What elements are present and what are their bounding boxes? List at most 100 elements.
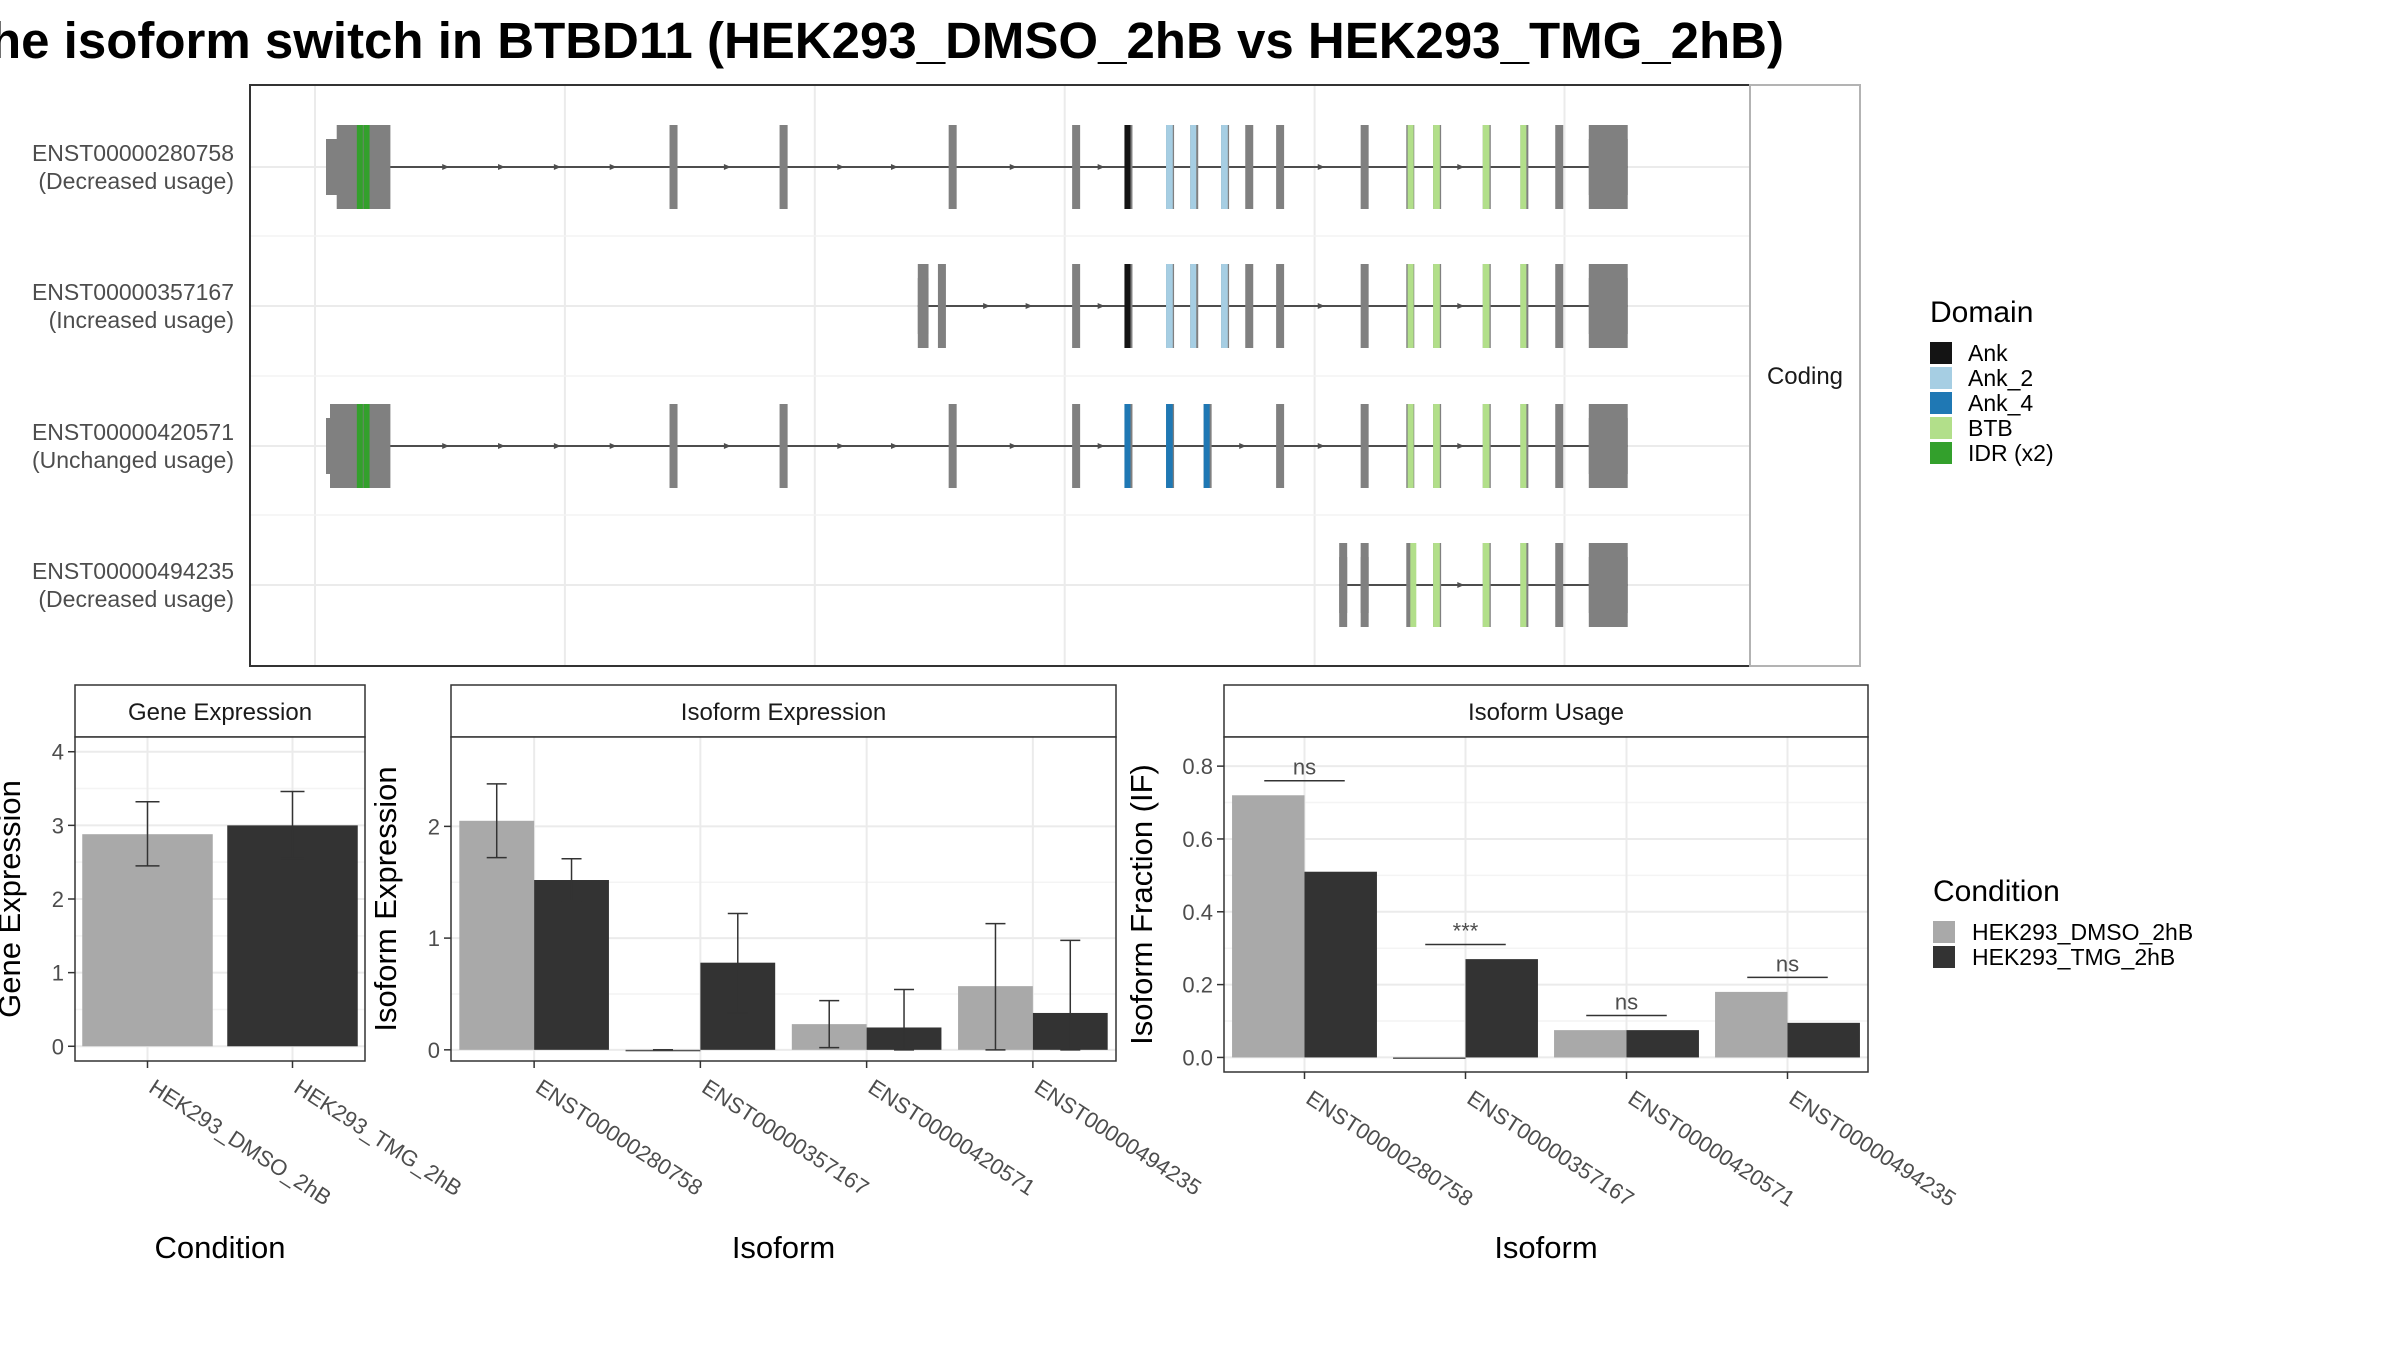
utr-block	[326, 139, 343, 195]
bar-HEK293_TMG_2hB	[227, 825, 358, 1047]
intron-direction-arrow	[1097, 303, 1105, 309]
significance-label: ns	[1776, 951, 1799, 976]
isoform-row-ENST00000357167	[917, 264, 1628, 348]
domain-btb	[1482, 264, 1490, 348]
bar-HEK293_TMG_2hB-ENST00000280758	[534, 880, 609, 1050]
intron-direction-arrow	[723, 164, 731, 170]
significance-label: ***	[1453, 919, 1479, 944]
domain-ank-4	[1203, 404, 1210, 488]
intron-direction-arrow	[1097, 443, 1105, 449]
domain-idr-x2-	[363, 404, 370, 488]
y-tick-label: 2	[428, 814, 440, 839]
exon-block	[779, 404, 788, 488]
bar-HEK293_DMSO_2hB-ENST00000494235	[1715, 991, 1788, 1058]
intron-direction-arrow	[1317, 164, 1325, 170]
domain-btb	[1482, 125, 1490, 209]
domain-ank-2	[1166, 125, 1173, 209]
y-tick-label: 2	[52, 887, 64, 912]
domain-ank-4	[1166, 404, 1173, 488]
y-tick-label: 0.0	[1182, 1045, 1213, 1070]
intron-direction-arrow	[498, 443, 506, 449]
domain-idr-x2-	[356, 404, 363, 488]
isoform-usage-panel: Isoform Usage ns *** ns ns 0.0 0.2 0.4 0.6 0.8 ENS…	[1124, 684, 1960, 1265]
domain-ank	[1124, 125, 1131, 209]
y-tick-label: 0.8	[1182, 754, 1213, 779]
exon-block	[1072, 404, 1081, 488]
legend-item-label: Ank	[1968, 340, 2008, 366]
domain-btb	[1433, 264, 1440, 348]
domain-btb	[1520, 543, 1527, 627]
y-tick-label: 1	[428, 926, 440, 951]
domain-idr-x2-	[363, 125, 370, 209]
domain-btb	[1407, 125, 1414, 209]
legend-title: Domain	[1930, 296, 2033, 329]
y-tick-label: 4	[52, 740, 64, 765]
intron-direction-arrow	[609, 443, 617, 449]
utr-block	[917, 278, 929, 334]
utr-block	[1588, 139, 1628, 195]
exon-block	[1555, 125, 1564, 209]
isoform-row-ENST00000420571	[326, 404, 1628, 488]
exon-block	[1406, 543, 1415, 627]
domain-idr-x2-	[356, 125, 363, 209]
isoform-id-label: ENST00000357167	[32, 279, 234, 305]
y-tick-label: 0	[52, 1034, 64, 1059]
bar-HEK293_TMG_2hB-ENST00000494235	[1787, 1022, 1860, 1058]
isoform-id-label: ENST00000280758	[32, 140, 234, 166]
domain-btb	[1407, 404, 1414, 488]
utr-block	[1588, 278, 1628, 334]
isoform-usage-label: (Unchanged usage)	[32, 447, 234, 473]
intron-direction-arrow	[1097, 164, 1105, 170]
intron-direction-arrow	[498, 164, 506, 170]
plot-border	[450, 736, 1117, 1062]
legend-key-ank-4	[1930, 392, 1952, 414]
domain-btb	[1520, 404, 1527, 488]
intron-direction-arrow	[1009, 164, 1017, 170]
domain-btb	[1410, 543, 1417, 627]
y-tick-label: 0.4	[1182, 900, 1213, 925]
legend-title: Condition	[1933, 875, 2060, 908]
domain-ank-2	[1190, 264, 1197, 348]
legend-item-label: IDR (x2)	[1968, 440, 2054, 466]
bar-HEK293_DMSO_2hB-ENST00000357167	[1393, 1057, 1466, 1059]
x-tick-label: ENST00000420571	[1624, 1085, 1800, 1211]
intron-direction-arrow	[553, 443, 561, 449]
intron-direction-arrow	[723, 443, 731, 449]
intron-direction-arrow	[1025, 303, 1033, 309]
domain-ank-2	[1190, 125, 1197, 209]
exon-block	[1276, 125, 1285, 209]
intron-direction-arrow	[1457, 582, 1465, 588]
utr-block	[1588, 557, 1628, 613]
domain-ank	[1124, 264, 1131, 348]
significance-label: ns	[1293, 755, 1316, 780]
intron-direction-arrow	[442, 164, 450, 170]
bar-HEK293_TMG_2hB-ENST00000280758	[1304, 871, 1377, 1058]
exon-block	[669, 404, 678, 488]
domain-btb	[1407, 264, 1414, 348]
intron-direction-arrow	[1457, 164, 1465, 170]
bar-HEK293_TMG_2hB-ENST00000357167	[1465, 959, 1538, 1058]
legend-item-label: HEK293_TMG_2hB	[1972, 944, 2175, 970]
intron-direction-arrow	[837, 443, 845, 449]
isoform-id-label: ENST00000494235	[32, 558, 234, 584]
intron-direction-arrow	[1009, 443, 1017, 449]
x-tick-label: ENST00000420571	[864, 1074, 1040, 1200]
facet-strip	[450, 684, 1117, 738]
exon-block	[1072, 125, 1081, 209]
domain-btb	[1433, 543, 1440, 627]
plot-border	[1223, 736, 1869, 1073]
domain-btb	[1482, 543, 1490, 627]
bar-HEK293_DMSO_2hB-ENST00000280758	[459, 820, 535, 1050]
legend-item-label: Ank_2	[1968, 365, 2033, 391]
intron-direction-arrow	[983, 303, 991, 309]
bar-HEK293_DMSO_2hB-ENST00000420571	[1554, 1030, 1627, 1058]
bar-HEK293_DMSO_2hB-ENST00000280758	[1232, 795, 1305, 1058]
bar-HEK293_DMSO_2hB	[82, 834, 213, 1047]
x-tick-label: ENST00000494235	[1030, 1074, 1206, 1200]
isoform-usage-label: (Decreased usage)	[38, 168, 234, 194]
y-tick-label: 0.2	[1182, 973, 1213, 998]
utr-block	[1588, 418, 1628, 474]
x-tick-label: ENST00000357167	[1463, 1085, 1639, 1211]
legend-key-condition-2	[1933, 946, 1955, 968]
